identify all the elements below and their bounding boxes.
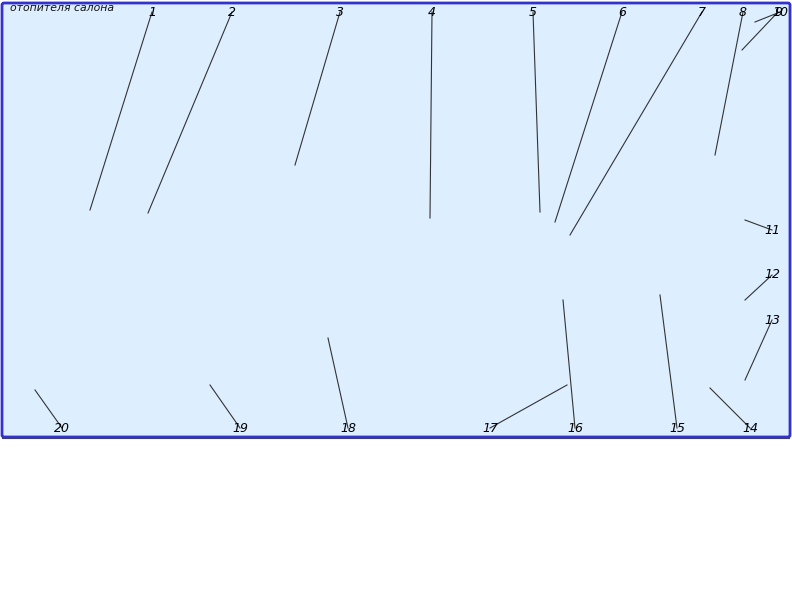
Text: 18: 18 <box>340 422 356 435</box>
Circle shape <box>535 205 545 215</box>
Polygon shape <box>200 335 590 435</box>
FancyBboxPatch shape <box>702 147 729 169</box>
Text: 13: 13 <box>764 313 780 327</box>
Text: 4: 4 <box>428 6 436 18</box>
Text: 12: 12 <box>764 268 780 281</box>
Polygon shape <box>620 293 646 339</box>
FancyBboxPatch shape <box>275 165 330 220</box>
Text: 9: 9 <box>774 6 782 18</box>
Text: 7: 7 <box>698 6 706 18</box>
Circle shape <box>640 273 680 313</box>
Text: 11: 11 <box>764 224 780 237</box>
Circle shape <box>320 322 336 338</box>
Text: 6: 6 <box>618 6 626 18</box>
Text: 5: 5 <box>529 6 537 18</box>
Circle shape <box>367 177 397 207</box>
Text: 14: 14 <box>742 422 758 435</box>
FancyBboxPatch shape <box>195 165 250 220</box>
FancyBboxPatch shape <box>112 192 173 233</box>
Text: 19: 19 <box>232 422 248 435</box>
FancyBboxPatch shape <box>548 353 587 392</box>
FancyBboxPatch shape <box>435 165 490 220</box>
Text: 20: 20 <box>54 422 70 435</box>
Polygon shape <box>674 247 700 293</box>
Text: MIN: MIN <box>744 54 767 64</box>
Circle shape <box>550 217 560 227</box>
FancyBboxPatch shape <box>705 146 726 157</box>
FancyBboxPatch shape <box>685 160 745 435</box>
FancyBboxPatch shape <box>740 19 771 31</box>
Circle shape <box>595 228 725 358</box>
FancyBboxPatch shape <box>2 3 790 437</box>
Circle shape <box>543 248 583 288</box>
Circle shape <box>287 177 317 207</box>
FancyBboxPatch shape <box>175 160 555 200</box>
Polygon shape <box>75 160 610 435</box>
Text: 10: 10 <box>772 6 788 18</box>
FancyBboxPatch shape <box>355 165 410 220</box>
Circle shape <box>447 177 477 207</box>
FancyBboxPatch shape <box>5 165 75 425</box>
FancyBboxPatch shape <box>722 16 789 110</box>
Text: 15: 15 <box>669 422 685 435</box>
FancyBboxPatch shape <box>74 206 98 230</box>
Polygon shape <box>614 253 660 279</box>
Circle shape <box>207 177 237 207</box>
Text: 16: 16 <box>567 422 583 435</box>
Circle shape <box>531 236 595 300</box>
Text: 3: 3 <box>336 6 344 18</box>
FancyBboxPatch shape <box>3 5 789 438</box>
Polygon shape <box>660 307 706 333</box>
Circle shape <box>565 230 575 240</box>
Text: 2: 2 <box>228 6 236 18</box>
Text: 17: 17 <box>482 422 498 435</box>
Text: 8: 8 <box>739 6 747 18</box>
Text: Схема системы охлаждения двигателя на автомобилях УАЗ: 1 — краник отопителя сало: Схема системы охлаждения двигателя на ав… <box>10 0 558 13</box>
Text: 1: 1 <box>148 6 156 18</box>
FancyBboxPatch shape <box>528 213 582 282</box>
